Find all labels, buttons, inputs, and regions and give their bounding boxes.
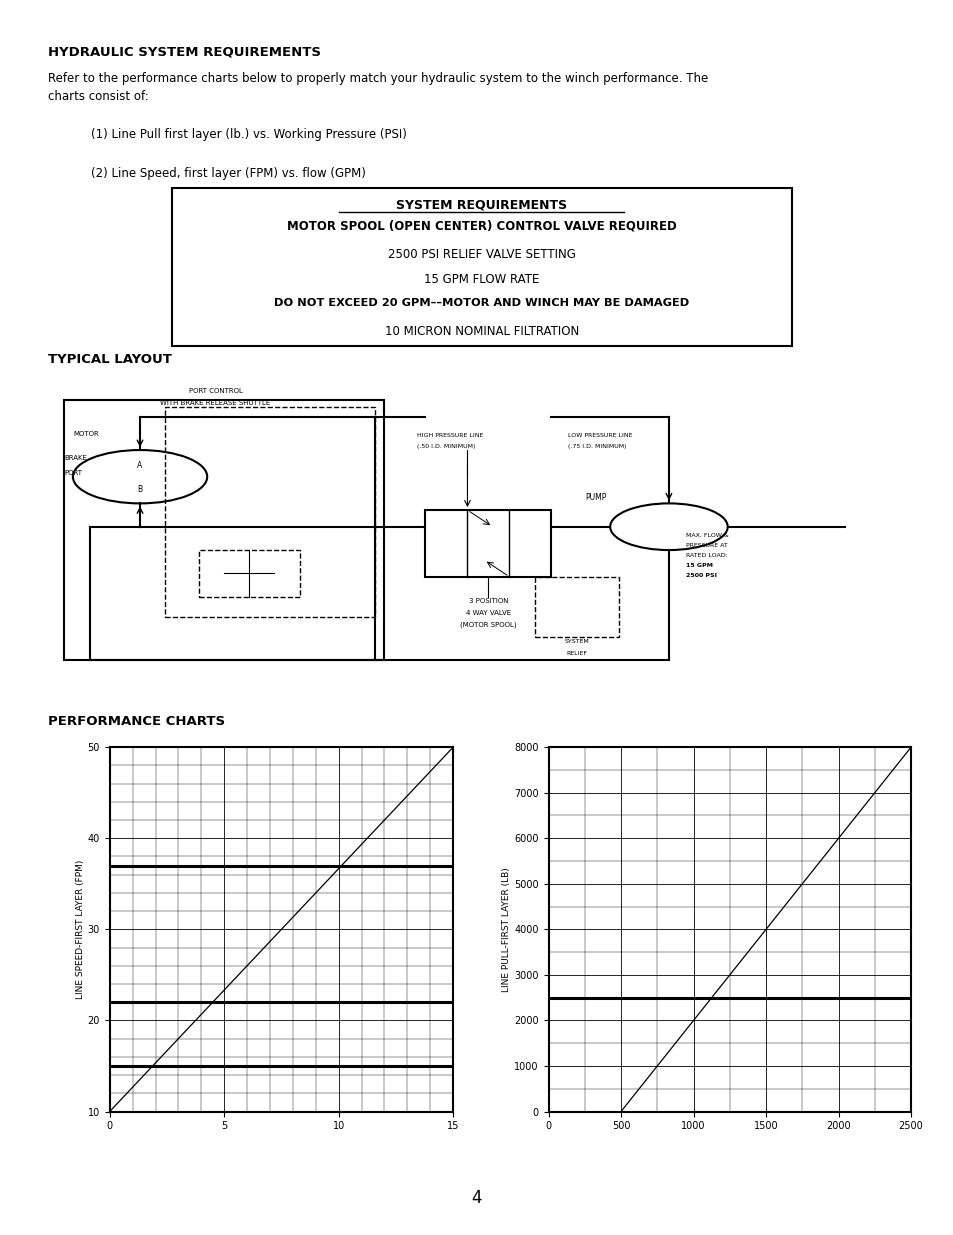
Text: 10 MICRON NOMINAL FILTRATION: 10 MICRON NOMINAL FILTRATION: [384, 325, 578, 338]
Text: LOW PRESSURE LINE: LOW PRESSURE LINE: [568, 432, 632, 437]
Text: PORT: PORT: [65, 471, 82, 475]
Bar: [534, 577, 618, 637]
Text: 2500 PSI: 2500 PSI: [685, 573, 716, 578]
Bar: [165, 406, 375, 616]
Text: DO NOT EXCEED 20 GPM––MOTOR AND WINCH MAY BE DAMAGED: DO NOT EXCEED 20 GPM––MOTOR AND WINCH MA…: [274, 299, 689, 309]
Text: (MOTOR SPOOL): (MOTOR SPOOL): [459, 621, 517, 629]
Text: SYSTEM: SYSTEM: [563, 640, 588, 645]
Text: (.75 I.D. MINIMUM): (.75 I.D. MINIMUM): [568, 445, 626, 450]
Text: (2) Line Speed, first layer (FPM) vs. flow (GPM): (2) Line Speed, first layer (FPM) vs. fl…: [91, 167, 365, 180]
Text: B: B: [137, 484, 142, 494]
Text: (1) Line Pull first layer (lb.) vs. Working Pressure (PSI): (1) Line Pull first layer (lb.) vs. Work…: [91, 128, 406, 142]
Text: RELIEF: RELIEF: [565, 651, 586, 656]
Text: 4 WAY VALVE: 4 WAY VALVE: [465, 610, 511, 616]
Text: BRAKE: BRAKE: [65, 454, 88, 461]
Text: 15 GPM: 15 GPM: [685, 563, 712, 568]
Bar: [198, 550, 299, 597]
Y-axis label: LINE SPEED-FIRST LAYER (FPM): LINE SPEED-FIRST LAYER (FPM): [75, 860, 85, 999]
Text: RATED LOAD:: RATED LOAD:: [685, 553, 727, 558]
Text: PUMP: PUMP: [584, 493, 606, 503]
Text: 3 POSITION: 3 POSITION: [468, 599, 508, 604]
Text: PORT CONTROL: PORT CONTROL: [189, 388, 242, 394]
Text: A: A: [137, 462, 143, 471]
Text: MAX. FLOW &: MAX. FLOW &: [685, 532, 728, 537]
Text: HIGH PRESSURE LINE: HIGH PRESSURE LINE: [416, 432, 483, 437]
Text: PRESSURE AT: PRESSURE AT: [685, 542, 727, 548]
Text: Refer to the performance charts below to properly match your hydraulic system to: Refer to the performance charts below to…: [48, 72, 707, 103]
Bar: [65, 400, 383, 659]
Text: 15 GPM FLOW RATE: 15 GPM FLOW RATE: [424, 273, 538, 287]
Text: PERFORMANCE CHARTS: PERFORMANCE CHARTS: [48, 715, 225, 727]
Text: 2500 PSI RELIEF VALVE SETTING: 2500 PSI RELIEF VALVE SETTING: [388, 248, 575, 261]
Text: MOTOR SPOOL (OPEN CENTER) CONTROL VALVE REQUIRED: MOTOR SPOOL (OPEN CENTER) CONTROL VALVE …: [287, 220, 676, 232]
Text: HYDRAULIC SYSTEM REQUIREMENTS: HYDRAULIC SYSTEM REQUIREMENTS: [48, 46, 320, 59]
Text: SYSTEM REQUIREMENTS: SYSTEM REQUIREMENTS: [395, 199, 567, 211]
Text: 4: 4: [471, 1189, 482, 1207]
Y-axis label: LINE PULL-FIRST LAYER (LB): LINE PULL-FIRST LAYER (LB): [502, 867, 511, 992]
Text: (.50 I.D. MINIMUM): (.50 I.D. MINIMUM): [416, 445, 475, 450]
Text: MOTOR: MOTOR: [72, 431, 98, 437]
Bar: [425, 510, 551, 577]
Text: TYPICAL LAYOUT: TYPICAL LAYOUT: [48, 353, 172, 366]
Text: WITH BRAKE RELEASE SHUTTLE: WITH BRAKE RELEASE SHUTTLE: [160, 400, 271, 406]
